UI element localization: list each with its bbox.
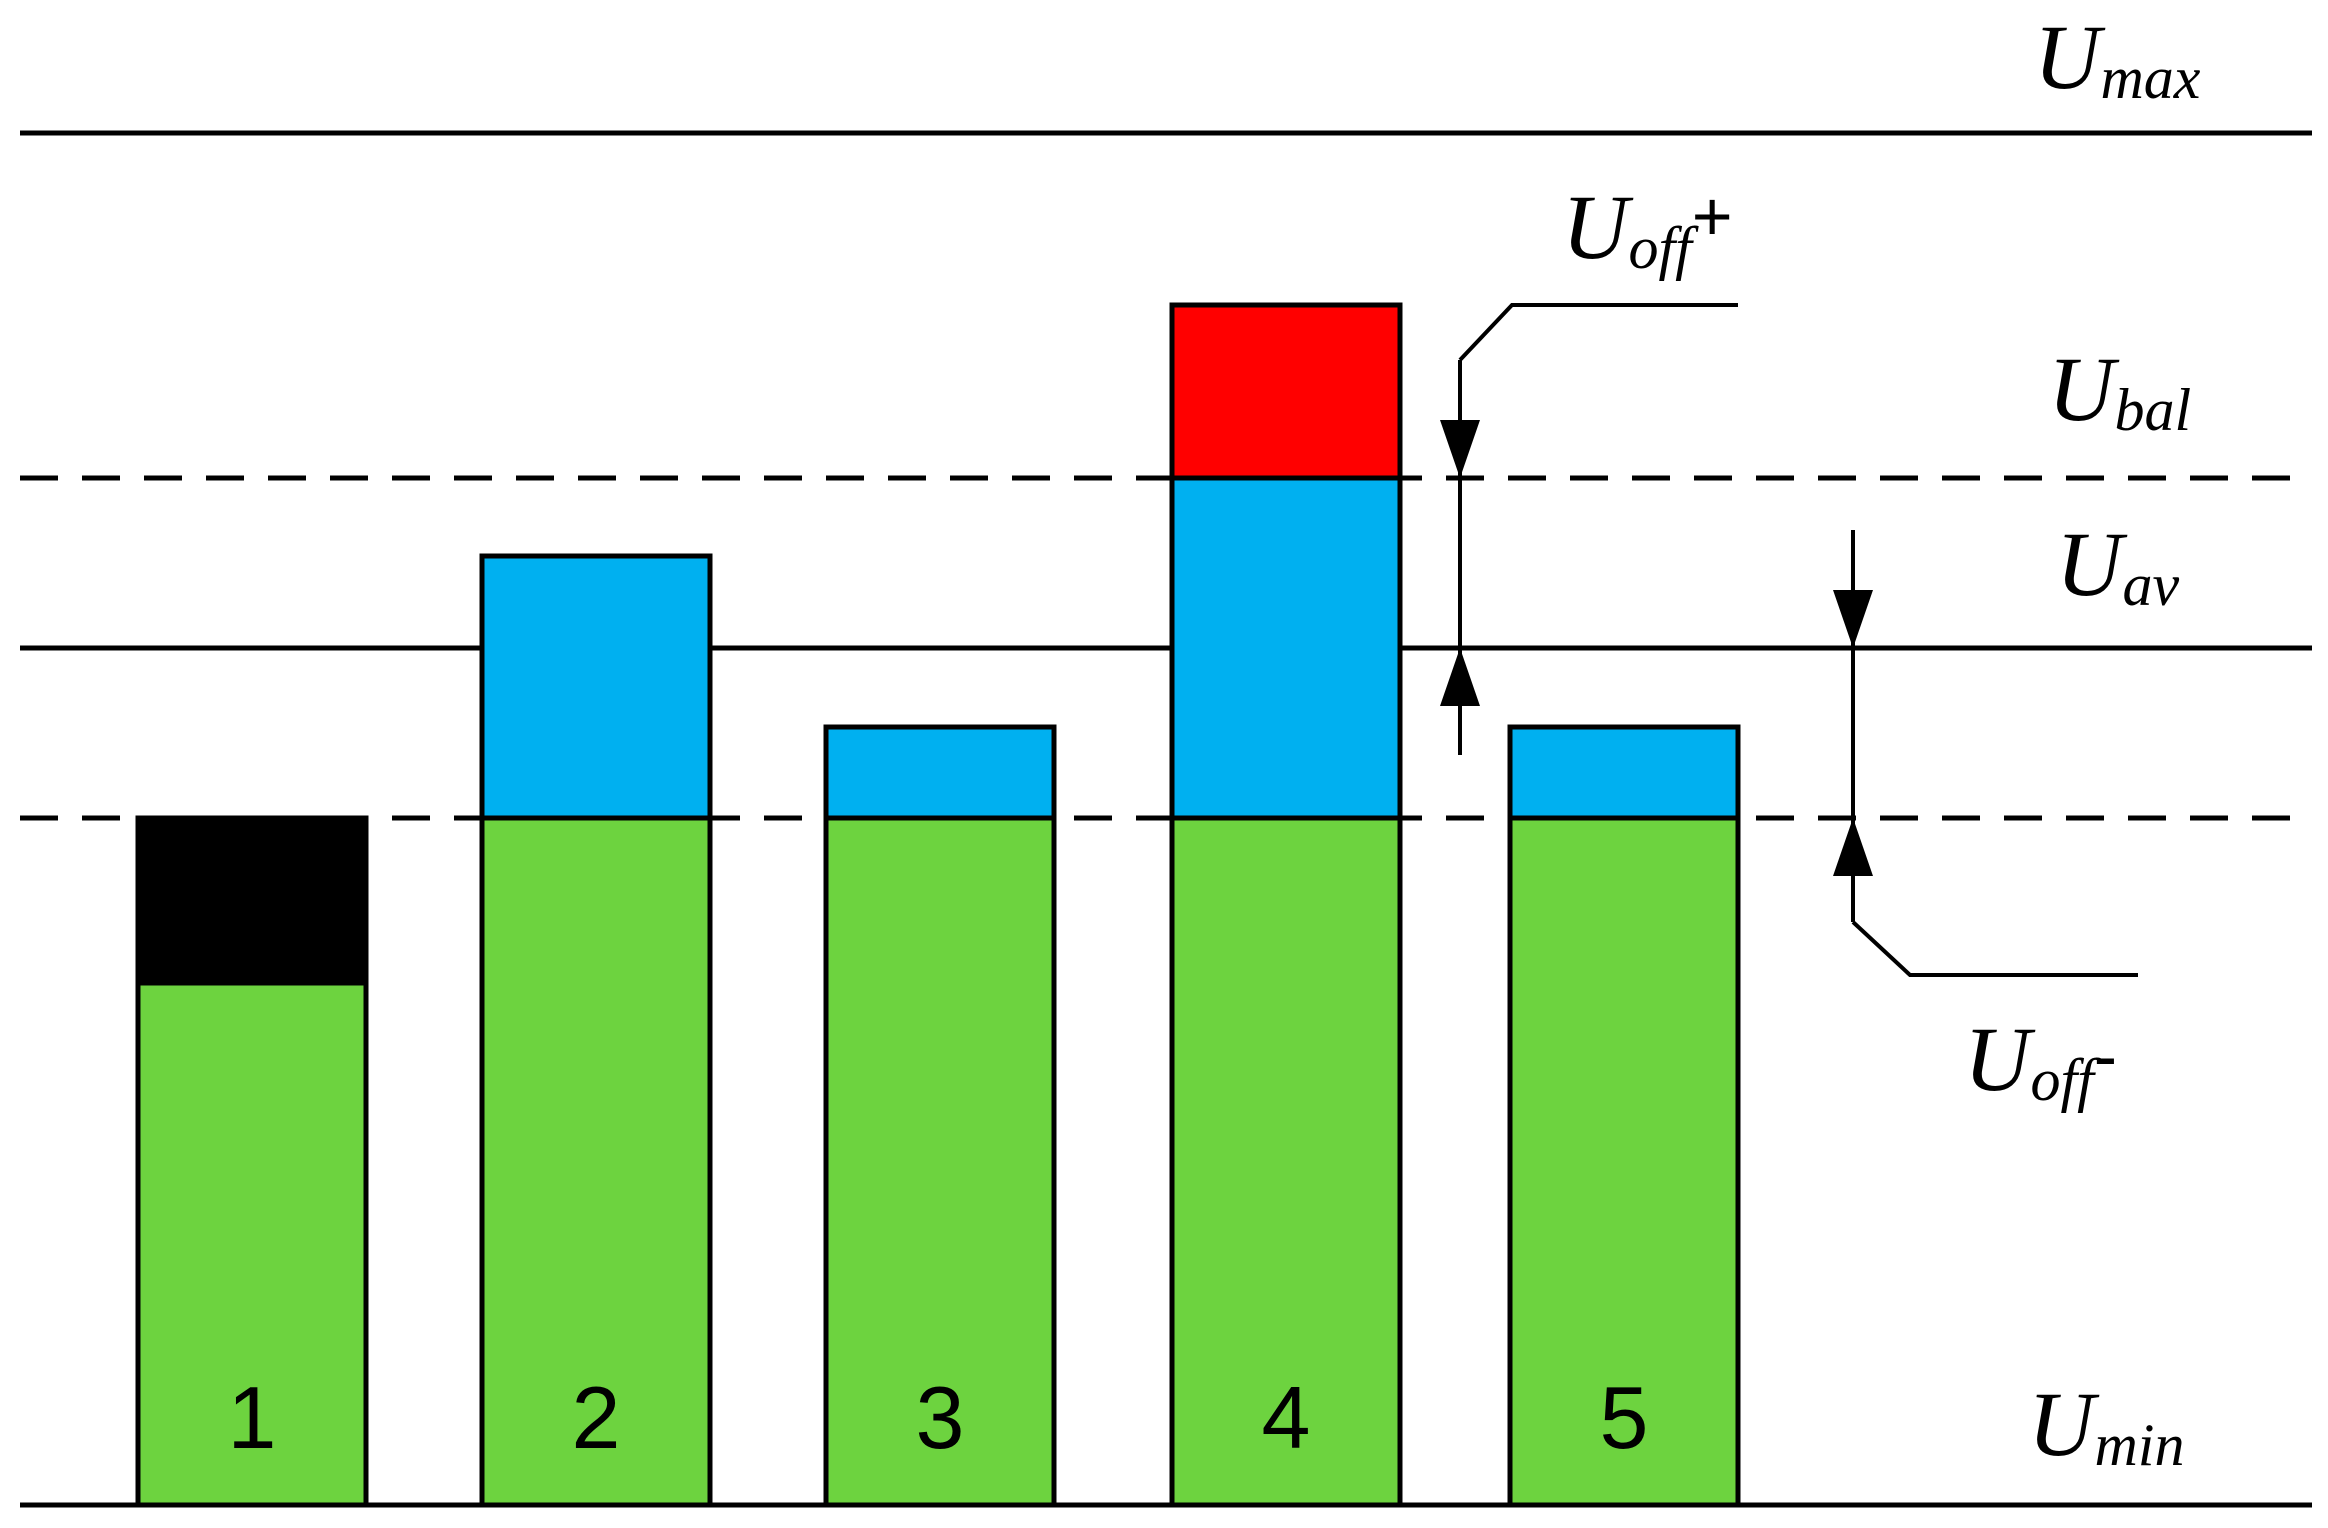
u-off-minus-label: Uoff- [1964, 1008, 2117, 1113]
cell-1-black-segment [135, 815, 369, 986]
cell-3: 3 [823, 724, 1057, 1508]
cell-2: 2 [479, 553, 713, 1508]
cell-2-label: 2 [572, 1368, 621, 1467]
cell-4-green-segment [1169, 815, 1403, 1508]
cell-3-label: 3 [916, 1368, 965, 1467]
cell-2-blue-segment [479, 553, 713, 821]
cell-3-blue-segment [823, 724, 1057, 821]
cell-3-green-segment [823, 815, 1057, 1508]
u-off-plus-up-arrow [1440, 648, 1480, 706]
u-av-label: Uav [2056, 513, 2179, 618]
u-max-label: Umax [2034, 6, 2201, 111]
u-off-minus-up-arrow [1833, 818, 1873, 876]
u-off-minus-down-arrow [1833, 590, 1873, 648]
cell-4-label: 4 [1262, 1368, 1311, 1467]
cell-2-green-segment [479, 815, 713, 1508]
cell-1: 1 [135, 815, 369, 1508]
cell-1-label: 1 [228, 1368, 277, 1467]
cell-5-blue-segment [1507, 724, 1741, 821]
cell-1-green-segment [135, 980, 369, 1508]
cell-5-label: 5 [1600, 1368, 1649, 1467]
cell-5-green-segment [1507, 815, 1741, 1508]
u-off-plus-down-arrow [1440, 420, 1480, 478]
cell-4: 4 [1169, 302, 1403, 1508]
cell-4-blue-segment [1169, 475, 1403, 821]
u-bal-label: Ubal [2048, 338, 2191, 443]
u-off-plus-label: Uoff+ [1562, 176, 1733, 281]
cell-5: 5 [1507, 724, 1741, 1508]
u-min-label: Umin [2028, 1373, 2184, 1478]
u-off-minus-leader [1851, 920, 2138, 977]
u-off-minus-dimension [1833, 530, 2138, 977]
u-off-plus-dimension [1440, 303, 1738, 755]
u-off-plus-leader [1458, 303, 1738, 362]
cell-4-red-segment [1169, 302, 1403, 481]
